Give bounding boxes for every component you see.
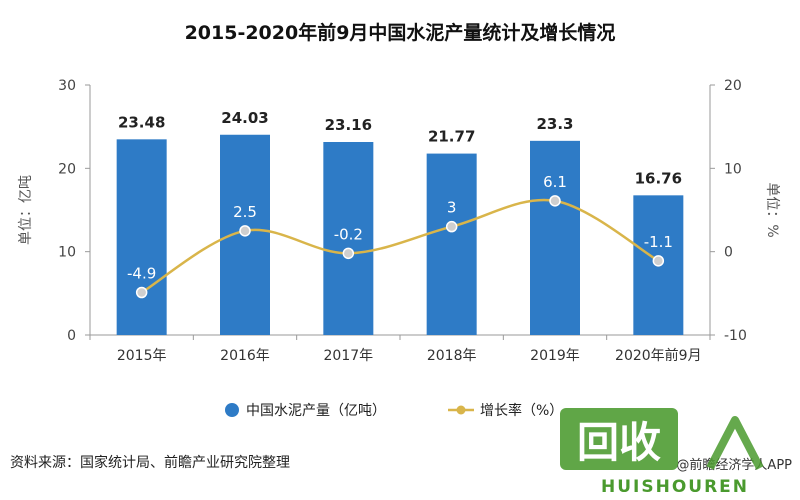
legend-layer: 中国水泥产量（亿吨） 增长率（%）: [225, 402, 563, 419]
bar: [530, 140, 580, 335]
y-left-tick-label: 20: [58, 161, 76, 177]
bar: [426, 153, 477, 335]
bar-value-label: 24.03: [221, 109, 268, 127]
x-tick-label: 2018年: [427, 348, 477, 364]
bar-value-label: 21.77: [428, 128, 475, 146]
x-tick-label: 2019年: [530, 348, 580, 364]
x-tick-label: 2020年前9月: [615, 347, 702, 364]
growth-rate-label: -1.1: [644, 233, 673, 251]
y-right-tick-label: 20: [724, 78, 742, 94]
x-tick-label: 2016年: [220, 348, 270, 364]
growth-rate-label: 2.5: [233, 203, 257, 221]
labels-layer: 23.48 24.03 23.16 21.77 23.3 16.76 -4.9 2.5 -0.2…: [118, 109, 682, 283]
logo-badge: [560, 408, 678, 470]
growth-rate-point: [342, 247, 355, 260]
y-left-axis-title: 单位：亿吨: [18, 175, 34, 245]
legend-bar-label: 中国水泥产量（亿吨）: [246, 403, 386, 419]
logo-cn-text: 回收: [577, 418, 661, 467]
y-left-tick-label: 30: [58, 78, 76, 94]
growth-rate-label: -0.2: [334, 225, 363, 243]
source-note: 资料来源：国家统计局、前瞻产业研究院整理: [10, 455, 290, 471]
bar-value-label: 23.3: [536, 115, 573, 133]
huishouren-logo: 回收 HUISHOUREN: [560, 408, 764, 496]
growth-rate-label: 3: [447, 199, 457, 217]
growth-rate-line: [141, 198, 659, 294]
bar: [116, 139, 167, 335]
y-right-axis-title: 单位：%: [764, 182, 780, 237]
y-left-tick-label: 10: [58, 245, 76, 261]
bar-value-label: 16.76: [635, 169, 682, 187]
growth-rate-label: -4.9: [127, 265, 156, 283]
growth-rate-point: [445, 220, 458, 233]
growth-rate-point: [135, 286, 148, 299]
logo-person-icon: [706, 416, 764, 470]
bar-value-label: 23.48: [118, 113, 165, 131]
y-right-tick-label: 0: [724, 245, 733, 261]
logo-en-text: HUISHOUREN: [601, 477, 749, 496]
growth-rate-point: [652, 255, 665, 267]
y-left-tick-label: 0: [67, 328, 76, 344]
growth-rate-label: 6.1: [543, 173, 567, 191]
axes-layer: 0 10 20 30 -10 0 10 20 单位：亿吨 单位：% 2015年 2016年 2017年 2…: [18, 78, 780, 364]
bar: [323, 142, 374, 335]
credit-text: @前瞻经济学人APP: [676, 458, 792, 473]
legend-line-label: 增长率（%）: [480, 402, 563, 419]
x-tick-label: 2015年: [117, 348, 167, 364]
y-right-tick-label: 10: [724, 161, 742, 177]
bar-value-label: 23.16: [325, 116, 372, 134]
chart-title: 2015-2020年前9月中国水泥产量统计及增长情况: [184, 22, 616, 44]
legend-bar-marker: [225, 403, 239, 417]
growth-rate-point: [239, 225, 251, 237]
line-layer: [135, 195, 665, 299]
y-right-tick-label: -10: [724, 328, 747, 344]
legend-line-dot: [456, 405, 466, 415]
x-tick-label: 2017年: [324, 348, 374, 364]
bars-layer: [116, 134, 684, 335]
growth-rate-point: [549, 195, 561, 207]
